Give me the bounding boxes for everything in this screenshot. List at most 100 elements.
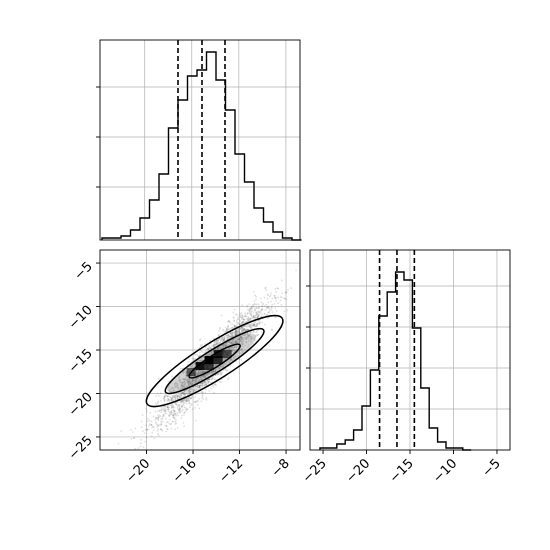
scatter-point — [264, 309, 267, 312]
scatter-point — [255, 298, 257, 301]
scatter-point — [175, 394, 178, 396]
scatter-point — [227, 347, 230, 350]
scatter-point — [180, 394, 183, 397]
scatter-point — [244, 333, 247, 336]
scatter-point — [239, 338, 242, 341]
scatter-point — [177, 414, 179, 417]
scatter-point — [220, 372, 223, 375]
scatter-point — [168, 422, 171, 425]
scatter-point — [201, 371, 204, 373]
scatter-point — [236, 323, 239, 325]
scatter-point — [232, 356, 235, 359]
scatter-point — [229, 359, 232, 362]
scatter-point — [220, 371, 222, 373]
scatter-point — [258, 321, 261, 324]
scatter-point — [183, 385, 186, 388]
scatter-point — [170, 399, 173, 402]
scatter-point — [202, 370, 204, 373]
scatter-point — [163, 398, 166, 401]
scatter-point — [184, 390, 186, 392]
scatter-point — [252, 315, 255, 318]
scatter-point — [237, 329, 240, 332]
scatter-point — [175, 414, 178, 417]
scatter-point — [199, 338, 202, 341]
scatter-point — [215, 339, 218, 342]
scatter-point — [187, 384, 189, 386]
scatter-point — [195, 372, 198, 375]
scatter-point — [267, 317, 269, 320]
scatter-point — [160, 408, 163, 411]
scatter-point — [241, 328, 244, 331]
scatter-point — [253, 300, 256, 303]
scatter-point — [227, 341, 230, 343]
scatter-point — [187, 381, 189, 384]
scatter-point — [248, 323, 250, 326]
scatter-point — [189, 387, 192, 390]
scatter-point — [195, 380, 198, 383]
scatter-point — [170, 390, 172, 393]
scatter-point — [186, 399, 189, 402]
scatter-point — [201, 384, 204, 387]
scatter-point — [216, 339, 219, 342]
scatter-point — [207, 381, 210, 384]
scatter-point — [170, 391, 173, 393]
scatter-point — [242, 346, 245, 348]
scatter-point — [197, 371, 200, 374]
scatter-point — [241, 314, 244, 317]
scatter-point — [165, 417, 167, 420]
scatter-point — [173, 410, 176, 413]
scatter-point — [244, 314, 247, 316]
scatter-point — [182, 384, 185, 387]
scatter-point — [212, 370, 215, 373]
scatter-point — [201, 382, 204, 385]
scatter-point — [267, 305, 269, 308]
scatter-point — [235, 341, 238, 343]
scatter-point — [208, 378, 211, 381]
scatter-point — [225, 345, 227, 348]
scatter-point — [246, 332, 249, 334]
scatter-point — [255, 316, 257, 319]
y-tick-label: −10 — [66, 303, 96, 333]
scatter-point — [252, 324, 255, 327]
scatter-point — [168, 412, 171, 414]
scatter-point — [266, 297, 269, 300]
scatter-point — [170, 398, 173, 401]
scatter-point — [227, 361, 230, 364]
scatter-point — [132, 431, 134, 434]
scatter-point — [258, 307, 260, 309]
scatter-point — [188, 380, 191, 383]
scatter-point — [173, 388, 175, 391]
scatter-point — [224, 369, 227, 372]
scatter-point — [226, 326, 229, 329]
scatter-point — [180, 381, 183, 384]
scatter-point — [241, 350, 244, 353]
scatter-point — [218, 373, 220, 376]
scatter-point — [222, 343, 225, 346]
scatter-point — [227, 377, 230, 379]
scatter-point — [168, 389, 171, 391]
scatter-point — [231, 332, 234, 335]
scatter-point — [260, 312, 262, 315]
scatter-point — [228, 320, 231, 323]
scatter-point — [183, 399, 185, 401]
scatter-point — [227, 334, 230, 337]
scatter-point — [230, 341, 233, 344]
scatter-point — [192, 379, 195, 382]
scatter-point — [187, 381, 190, 384]
scatter-point — [166, 406, 169, 409]
scatter-point — [181, 382, 184, 385]
scatter-point — [157, 428, 160, 431]
scatter-point — [217, 373, 219, 375]
scatter-point — [191, 380, 194, 383]
scatter-point — [157, 416, 160, 418]
scatter-point — [156, 424, 159, 426]
scatter-point — [206, 373, 208, 376]
scatter-point — [231, 349, 234, 352]
scatter-point — [216, 367, 219, 370]
scatter-point — [132, 437, 135, 440]
scatter-point — [205, 354, 208, 357]
scatter-point — [259, 310, 262, 313]
x-tick-label: −16 — [170, 456, 200, 486]
scatter-point — [204, 375, 206, 378]
scatter-point — [198, 379, 200, 382]
